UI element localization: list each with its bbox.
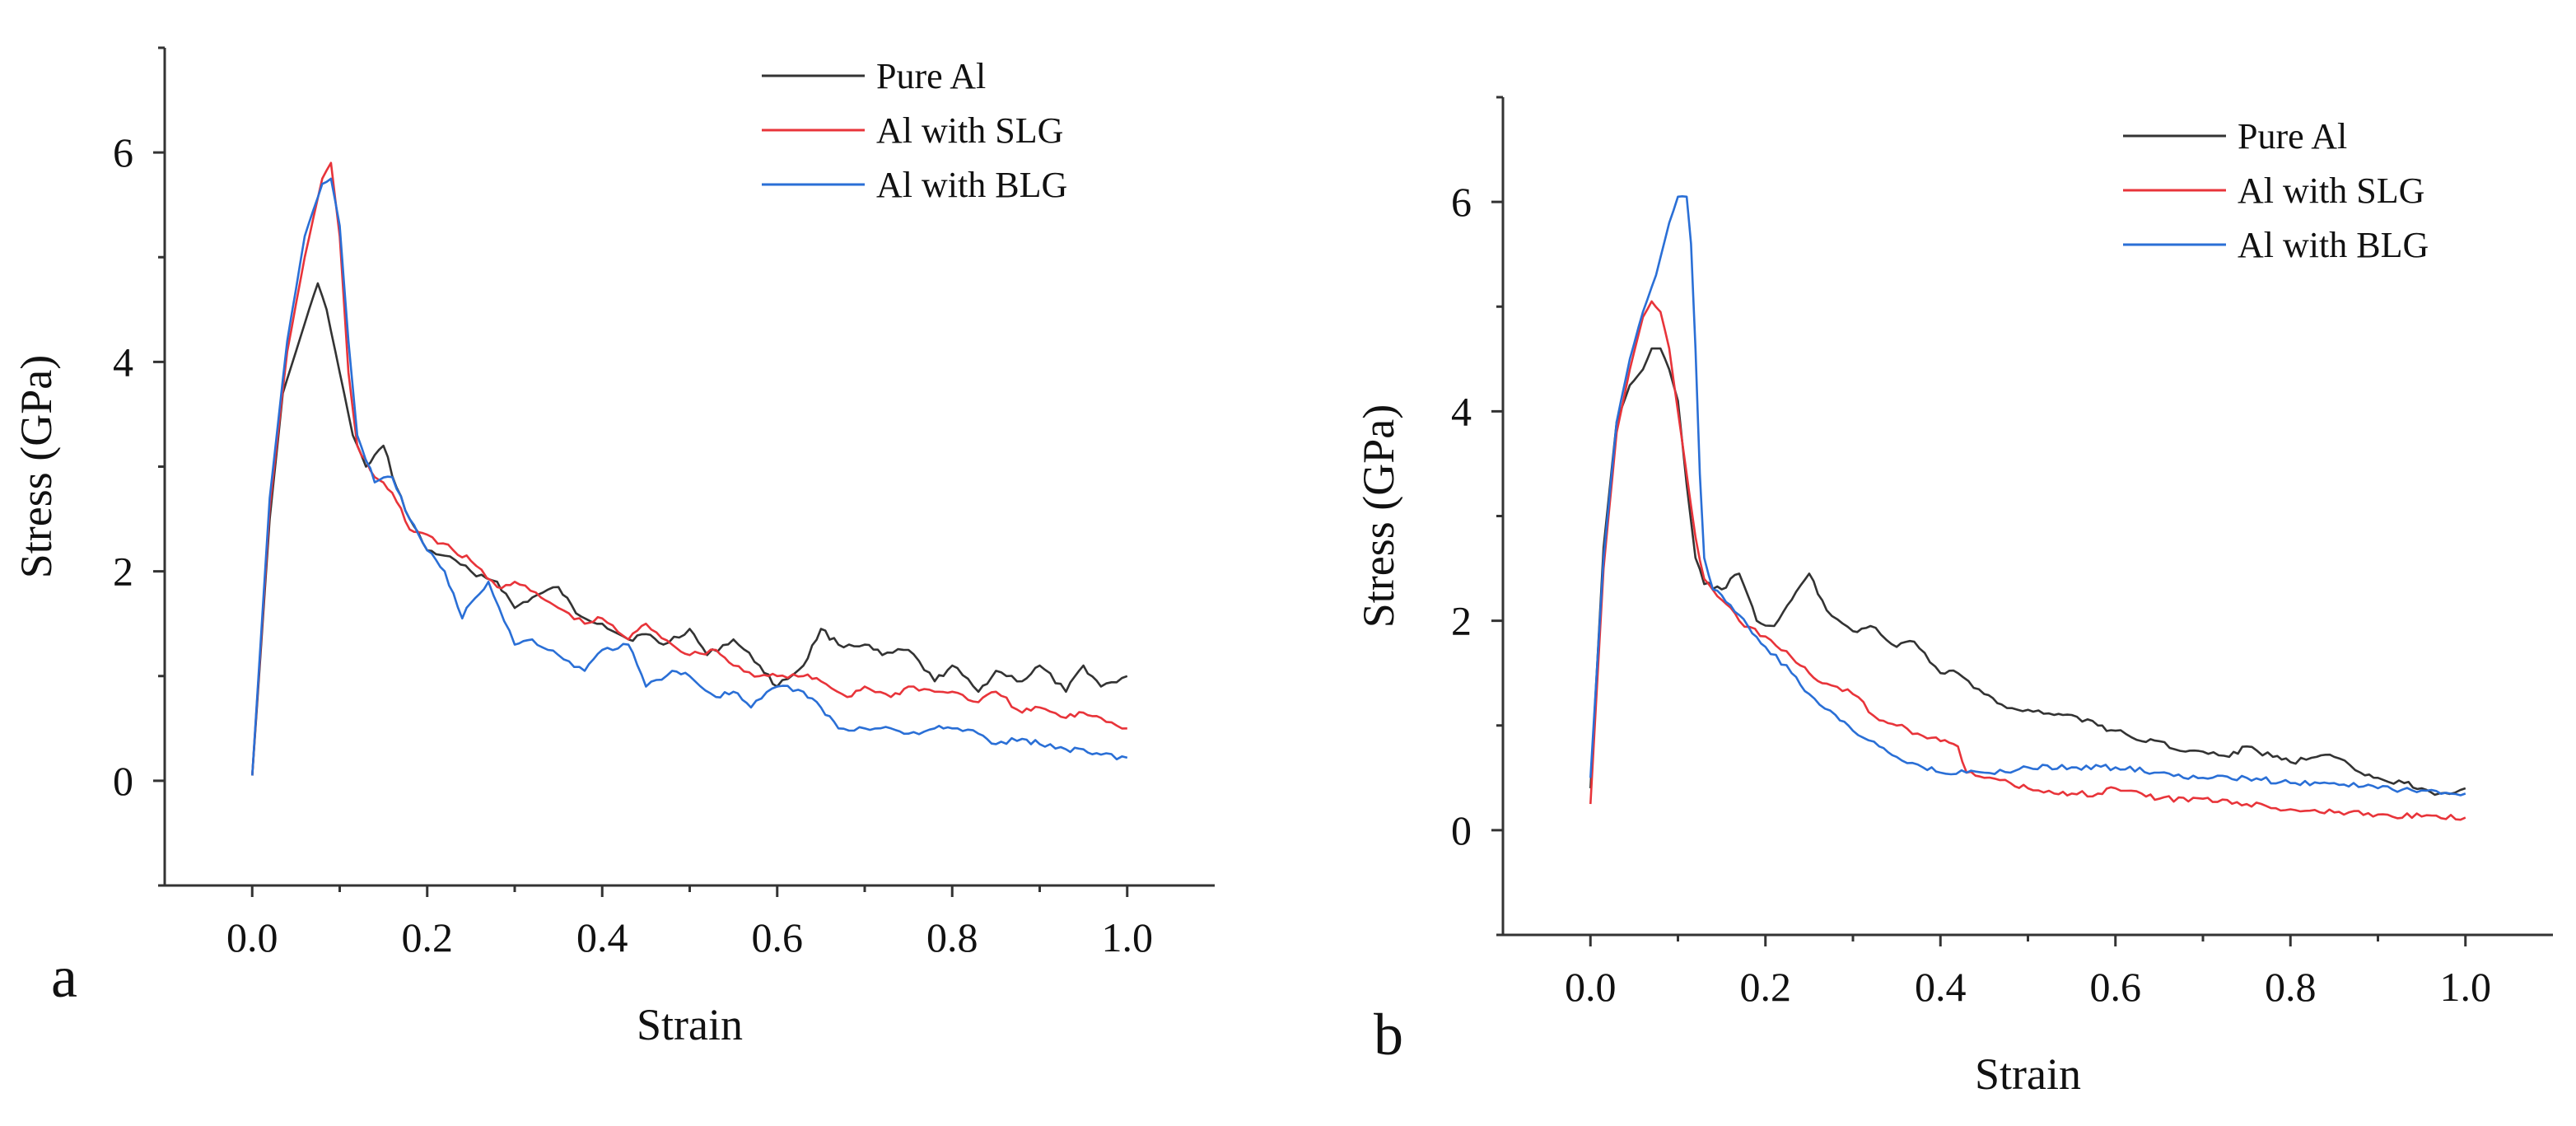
x-axis-title: Strain xyxy=(1975,1049,2081,1099)
panel-label: a xyxy=(51,944,77,1010)
y-tick-label: 4 xyxy=(1451,388,1472,434)
legend-label: Al with SLG xyxy=(876,110,1063,151)
y-tick-label: 6 xyxy=(113,129,133,175)
y-tick-label: 4 xyxy=(113,339,133,385)
y-tick-label: 2 xyxy=(113,549,133,595)
legend-label: Al with BLG xyxy=(2238,225,2429,265)
x-tick-label: 0.2 xyxy=(1740,964,1792,1010)
y-axis-title: Stress (GPa) xyxy=(1354,404,1403,628)
x-tick-label: 0.6 xyxy=(2090,964,2142,1010)
y-tick-label: 2 xyxy=(1451,598,1472,644)
series-line-al-with-slg xyxy=(1589,300,2466,821)
series-line-al-with-slg xyxy=(251,161,1127,776)
x-tick-label: 0.8 xyxy=(926,914,978,960)
series-line-al-with-blg xyxy=(1589,195,2466,797)
x-tick-label: 0.6 xyxy=(752,914,804,960)
series-line-pure-al xyxy=(1589,347,2466,797)
y-tick-label: 6 xyxy=(1451,179,1472,225)
series-line-pure-al xyxy=(251,282,1128,776)
x-tick-label: 0.0 xyxy=(1565,964,1617,1010)
y-tick-label: 0 xyxy=(1451,807,1472,853)
chart-panel-b: 0 2 4 6 0.0 0.2 0.4 0.6 0.8 1.0 Stress (GPa) Strain… xyxy=(1354,96,2553,1099)
chart-panel-a: 0 2 4 6 0.0 0.2 0.4 0.6 0.8 1.0 Stress (GPa) Strain… xyxy=(12,46,1215,1049)
panel-label: b xyxy=(1374,1002,1403,1068)
x-tick-label: 0.2 xyxy=(402,914,454,960)
x-tick-label: 1.0 xyxy=(1102,914,1154,960)
x-tick-label: 0.8 xyxy=(2265,964,2317,1010)
x-tick-label: 0.4 xyxy=(1915,964,1967,1010)
x-axis-title: Strain xyxy=(637,1000,743,1049)
x-tick-label: 0.4 xyxy=(576,914,628,960)
y-axis-title: Stress (GPa) xyxy=(12,355,61,578)
x-tick-label: 0.0 xyxy=(226,914,278,960)
series-line-al-with-blg xyxy=(251,177,1128,776)
legend-label: Al with BLG xyxy=(876,165,1067,205)
legend-label: Pure Al xyxy=(2238,116,2347,157)
legend-label: Pure Al xyxy=(876,56,986,96)
legend-label: Al with SLG xyxy=(2238,171,2424,211)
y-tick-label: 0 xyxy=(113,758,133,804)
x-tick-label: 1.0 xyxy=(2440,964,2492,1010)
